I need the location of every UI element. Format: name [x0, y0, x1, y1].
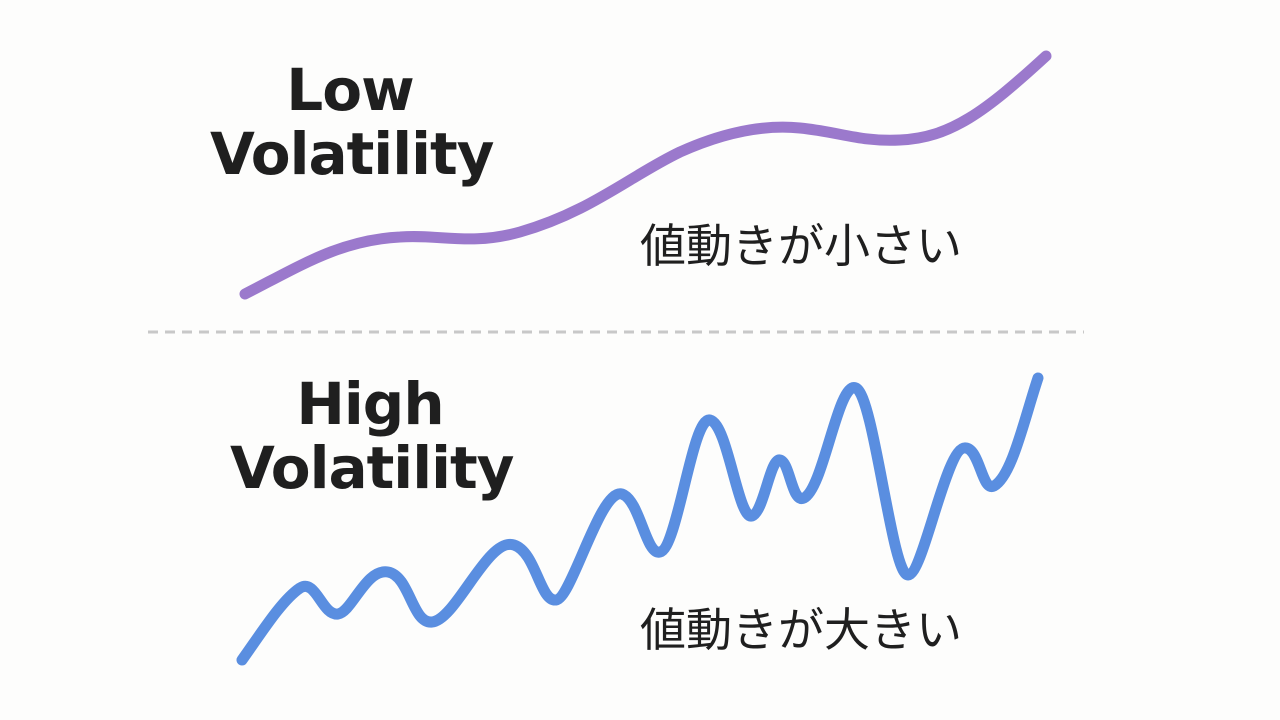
- low-volatility-caption: 値動きが小さい: [640, 219, 962, 273]
- high-volatility-line: [236, 372, 1044, 666]
- low-volatility-title-line2: Volatility: [210, 120, 494, 188]
- high-volatility-title-line1: High: [296, 370, 444, 438]
- high-volatility-title: High Volatility: [230, 370, 514, 502]
- high-volatility-title-line2: Volatility: [230, 434, 514, 502]
- low-volatility-title: Low Volatility: [210, 56, 494, 188]
- low-volatility-title-line1: Low: [286, 56, 414, 124]
- low-volatility-line: [239, 50, 1052, 300]
- high-volatility-caption: 値動きが大きい: [640, 603, 962, 657]
